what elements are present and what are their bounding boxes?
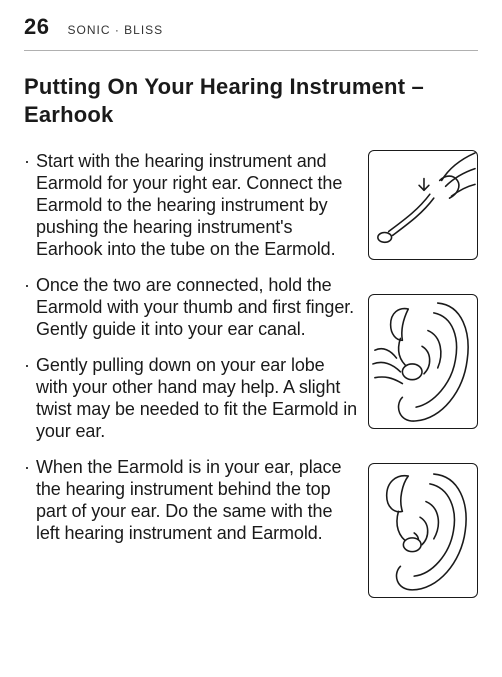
manual-page: 26 SONIC · BLISS Putting On Your Hearing… <box>0 0 502 677</box>
text-column: · Start with the hearing instrument and … <box>24 150 359 544</box>
bullet-item: · Once the two are connected, hold the E… <box>24 274 359 340</box>
bullet-dot: · <box>24 150 36 260</box>
connect-earhook-icon <box>369 151 477 259</box>
bullet-item: · Gently pulling down on your ear lobe w… <box>24 354 359 442</box>
page-header: 26 SONIC · BLISS <box>24 0 478 51</box>
bullet-item: · When the Earmold is in your ear, place… <box>24 456 359 544</box>
page-title: Putting On Your Hearing Instrument – Ear… <box>24 73 478 128</box>
illustration-column <box>368 150 478 598</box>
insert-earmold-icon <box>369 295 477 428</box>
place-behind-ear-icon <box>369 464 477 597</box>
page-number: 26 <box>24 14 49 40</box>
brand-line: SONIC · BLISS <box>67 23 163 37</box>
bullet-text: Gently pulling down on your ear lobe wit… <box>36 354 359 442</box>
bullet-dot: · <box>24 354 36 442</box>
bullet-text: Once the two are connected, hold the Ear… <box>36 274 359 340</box>
connect-earhook-illustration <box>368 150 478 260</box>
bullet-text: Start with the hearing instrument and Ea… <box>36 150 359 260</box>
place-behind-ear-illustration <box>368 463 478 598</box>
content-area: · Start with the hearing instrument and … <box>24 150 478 544</box>
insert-earmold-illustration <box>368 294 478 429</box>
bullet-item: · Start with the hearing instrument and … <box>24 150 359 260</box>
bullet-dot: · <box>24 274 36 340</box>
bullet-dot: · <box>24 456 36 544</box>
bullet-text: When the Earmold is in your ear, place t… <box>36 456 359 544</box>
